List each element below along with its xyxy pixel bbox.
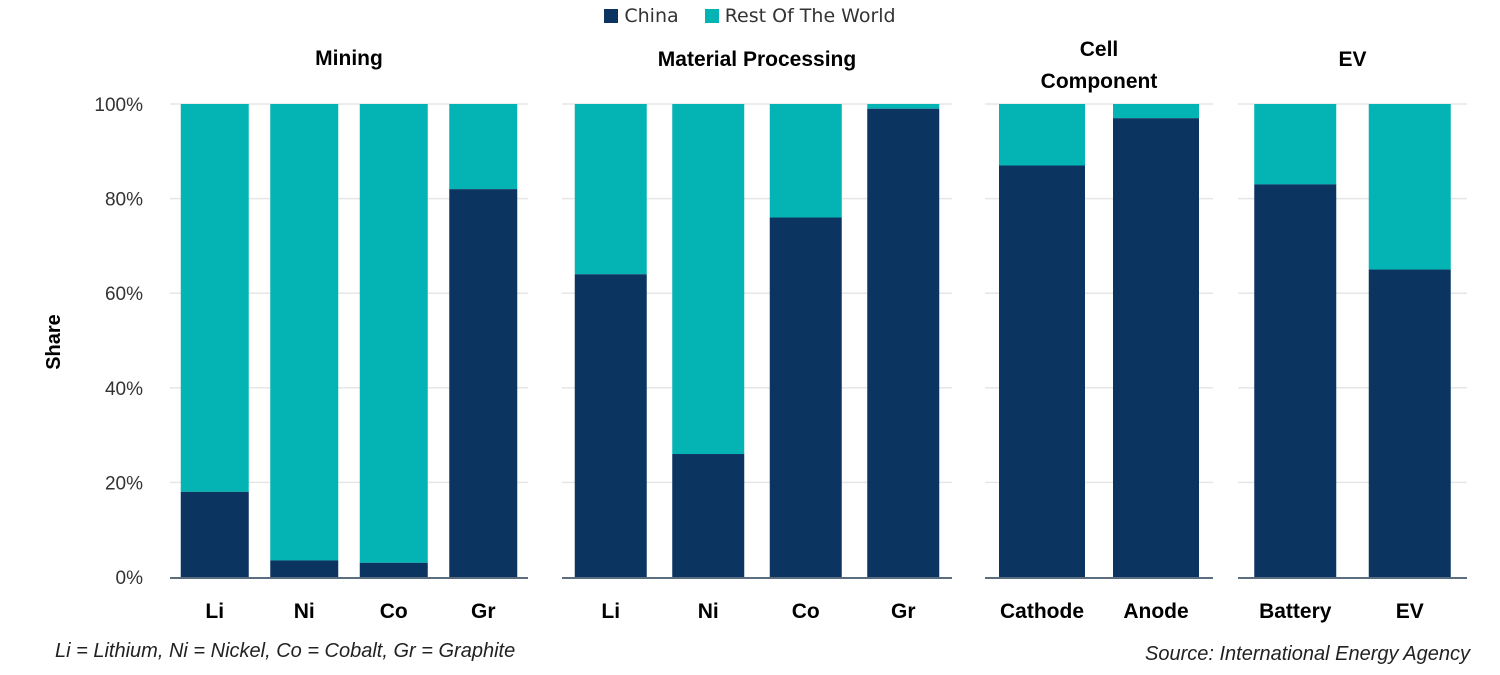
x-tick-label: Li bbox=[601, 600, 620, 623]
x-tick-label: Battery bbox=[1259, 600, 1332, 623]
bar-china-2-li bbox=[574, 274, 647, 577]
bar-china-4-ev bbox=[1368, 269, 1451, 577]
bar-rest-1-co bbox=[359, 104, 428, 563]
y-tick-label: 100% bbox=[94, 95, 143, 116]
bar-rest-2-gr bbox=[867, 104, 940, 109]
panel-title: EV bbox=[1338, 48, 1366, 71]
legend-label-china: China bbox=[624, 4, 679, 27]
legend-item-china: China bbox=[604, 4, 679, 27]
footnote: Li = Lithium, Ni = Nickel, Co = Cobalt, … bbox=[55, 640, 516, 662]
bar-rest-2-li bbox=[574, 104, 647, 275]
y-tick-label: 80% bbox=[105, 190, 143, 211]
bar-china-2-co bbox=[769, 217, 842, 577]
bar-rest-3-cathode bbox=[999, 104, 1085, 166]
panel-title: Cell bbox=[1080, 38, 1119, 61]
bar-china-1-li bbox=[180, 491, 249, 577]
bar-china-1-ni bbox=[270, 560, 339, 577]
bar-rest-1-li bbox=[180, 104, 249, 492]
panel-title: Mining bbox=[315, 47, 383, 70]
panel-title: Component bbox=[1041, 70, 1158, 93]
legend-item-rest: Rest Of The World bbox=[704, 4, 896, 27]
bar-china-3-cathode bbox=[999, 165, 1085, 578]
bar-rest-1-gr bbox=[449, 104, 518, 190]
x-tick-label: Co bbox=[380, 600, 408, 623]
legend-swatch-china bbox=[604, 8, 619, 23]
x-tick-label: Li bbox=[205, 600, 224, 623]
y-tick-label: 20% bbox=[105, 473, 143, 494]
y-tick-label: 60% bbox=[105, 284, 143, 305]
bar-china-1-co bbox=[359, 562, 428, 577]
bar-rest-1-ni bbox=[270, 104, 339, 561]
legend: China Rest Of The World bbox=[0, 4, 1500, 27]
bar-china-2-ni bbox=[672, 454, 745, 577]
source-note: Source: International Energy Agency bbox=[1144, 643, 1470, 665]
bar-china-2-gr bbox=[867, 108, 940, 577]
bar-rest-4-ev bbox=[1368, 104, 1451, 270]
x-tick-label: Cathode bbox=[1000, 600, 1084, 623]
panel-title: Material Processing bbox=[658, 48, 856, 71]
x-tick-label: EV bbox=[1396, 600, 1424, 623]
x-tick-label: Gr bbox=[891, 600, 916, 623]
y-tick-label: 0% bbox=[116, 568, 144, 589]
legend-label-rest: Rest Of The World bbox=[724, 4, 896, 27]
x-tick-label: Gr bbox=[471, 600, 496, 623]
bar-china-1-gr bbox=[449, 189, 518, 577]
x-tick-label: Ni bbox=[698, 600, 719, 623]
bar-rest-2-ni bbox=[672, 104, 745, 455]
y-tick-label: 40% bbox=[105, 379, 143, 400]
x-tick-label: Anode bbox=[1123, 600, 1188, 623]
bar-rest-4-battery bbox=[1254, 104, 1337, 185]
x-tick-label: Ni bbox=[294, 600, 315, 623]
legend-swatch-rest bbox=[704, 8, 719, 23]
bar-rest-3-anode bbox=[1113, 104, 1199, 119]
x-tick-label: Co bbox=[792, 600, 820, 623]
bar-china-4-battery bbox=[1254, 184, 1337, 577]
bar-china-3-anode bbox=[1113, 118, 1199, 577]
bar-rest-2-co bbox=[769, 104, 842, 218]
